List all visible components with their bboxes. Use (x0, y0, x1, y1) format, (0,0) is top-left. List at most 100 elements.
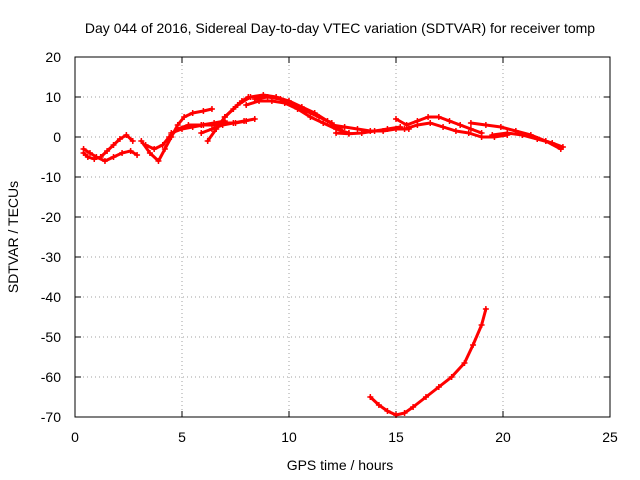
x-tick-label: 25 (602, 429, 618, 445)
data-point (290, 102, 297, 108)
y-tick-label: -70 (41, 409, 61, 425)
data-point (422, 394, 429, 400)
data-point (146, 150, 153, 156)
data-point (559, 144, 566, 150)
data-point (333, 130, 340, 136)
data-point (208, 106, 215, 112)
data-point (119, 150, 126, 156)
data-point (446, 118, 453, 124)
data-point (93, 154, 100, 160)
y-tick-label: -20 (41, 209, 61, 225)
data-point (277, 96, 284, 102)
x-tick-label: 15 (388, 429, 404, 445)
data-point (208, 126, 215, 132)
data-point (465, 130, 472, 136)
y-tick-labels: 20 10 0 -10 -20 -30 -40 -50 -60 -70 (41, 49, 61, 425)
data-series (80, 92, 566, 418)
series-track-12-points (333, 124, 404, 137)
data-point (354, 126, 361, 132)
series-track-7-points (198, 116, 258, 136)
data-point (230, 120, 237, 126)
data-point (166, 134, 173, 140)
y-tick-label: 10 (45, 89, 61, 105)
data-point (435, 384, 442, 390)
data-point (425, 114, 432, 120)
series-track-13-points (393, 114, 485, 136)
y-tick-label: -60 (41, 369, 61, 385)
x-axis-label: GPS time / hours (287, 457, 394, 473)
data-point (414, 122, 421, 128)
data-point (159, 142, 166, 148)
data-point (219, 122, 226, 128)
data-point (181, 114, 188, 120)
data-point (384, 408, 391, 414)
data-point (397, 124, 404, 130)
series-track-17-points (367, 306, 489, 418)
data-point (467, 120, 474, 126)
data-point (151, 146, 158, 152)
grid (75, 57, 610, 417)
data-point (110, 142, 117, 148)
x-tick-label: 10 (281, 429, 297, 445)
data-point (440, 124, 447, 130)
data-point (435, 114, 442, 120)
data-point (168, 130, 175, 136)
x-tick-label: 5 (178, 429, 186, 445)
series-track-2-points (80, 146, 141, 164)
axis-ticks (74, 56, 611, 418)
data-point (200, 108, 207, 114)
data-point (247, 94, 254, 100)
data-point (142, 142, 149, 148)
data-point (470, 342, 477, 348)
data-point (234, 102, 241, 108)
data-point (179, 126, 185, 132)
data-point (401, 410, 408, 416)
y-tick-label: -10 (41, 169, 61, 185)
data-point (497, 124, 504, 130)
data-point (264, 94, 271, 100)
data-point (461, 360, 468, 366)
data-point (341, 124, 348, 130)
data-point (138, 138, 145, 144)
x-tick-label: 20 (495, 429, 511, 445)
data-point (303, 108, 310, 114)
data-point (482, 306, 489, 312)
data-point (358, 130, 365, 136)
x-tick-labels: 0 5 10 15 20 25 (71, 429, 618, 445)
data-point (478, 322, 485, 328)
y-tick-label: 0 (53, 129, 61, 145)
data-point (549, 140, 556, 146)
data-point (320, 120, 327, 126)
data-point (161, 146, 168, 152)
data-point (482, 122, 489, 128)
data-point (129, 138, 136, 144)
data-point (307, 114, 314, 120)
data-point (80, 146, 87, 152)
series-track-1 (82, 133, 135, 161)
data-point (84, 154, 91, 160)
data-point (410, 404, 417, 410)
plot-frame (74, 56, 611, 418)
data-point (345, 130, 352, 137)
data-point (401, 126, 408, 132)
data-point (204, 138, 211, 144)
data-point (375, 402, 382, 408)
data-point (251, 96, 258, 102)
data-point (371, 128, 378, 134)
data-point (189, 110, 196, 116)
data-point (478, 134, 485, 140)
data-point (200, 122, 207, 128)
data-point (189, 124, 196, 130)
data-point (221, 114, 228, 120)
data-point (155, 158, 162, 164)
data-point (452, 128, 459, 134)
y-tick-label: -50 (41, 329, 61, 345)
data-point (86, 150, 93, 156)
data-point (104, 148, 111, 154)
data-point (241, 118, 248, 124)
data-point (123, 132, 130, 138)
series-track-16-points (489, 130, 566, 150)
data-point (384, 126, 391, 132)
data-point (198, 130, 205, 136)
series-track-3-points (138, 106, 215, 164)
